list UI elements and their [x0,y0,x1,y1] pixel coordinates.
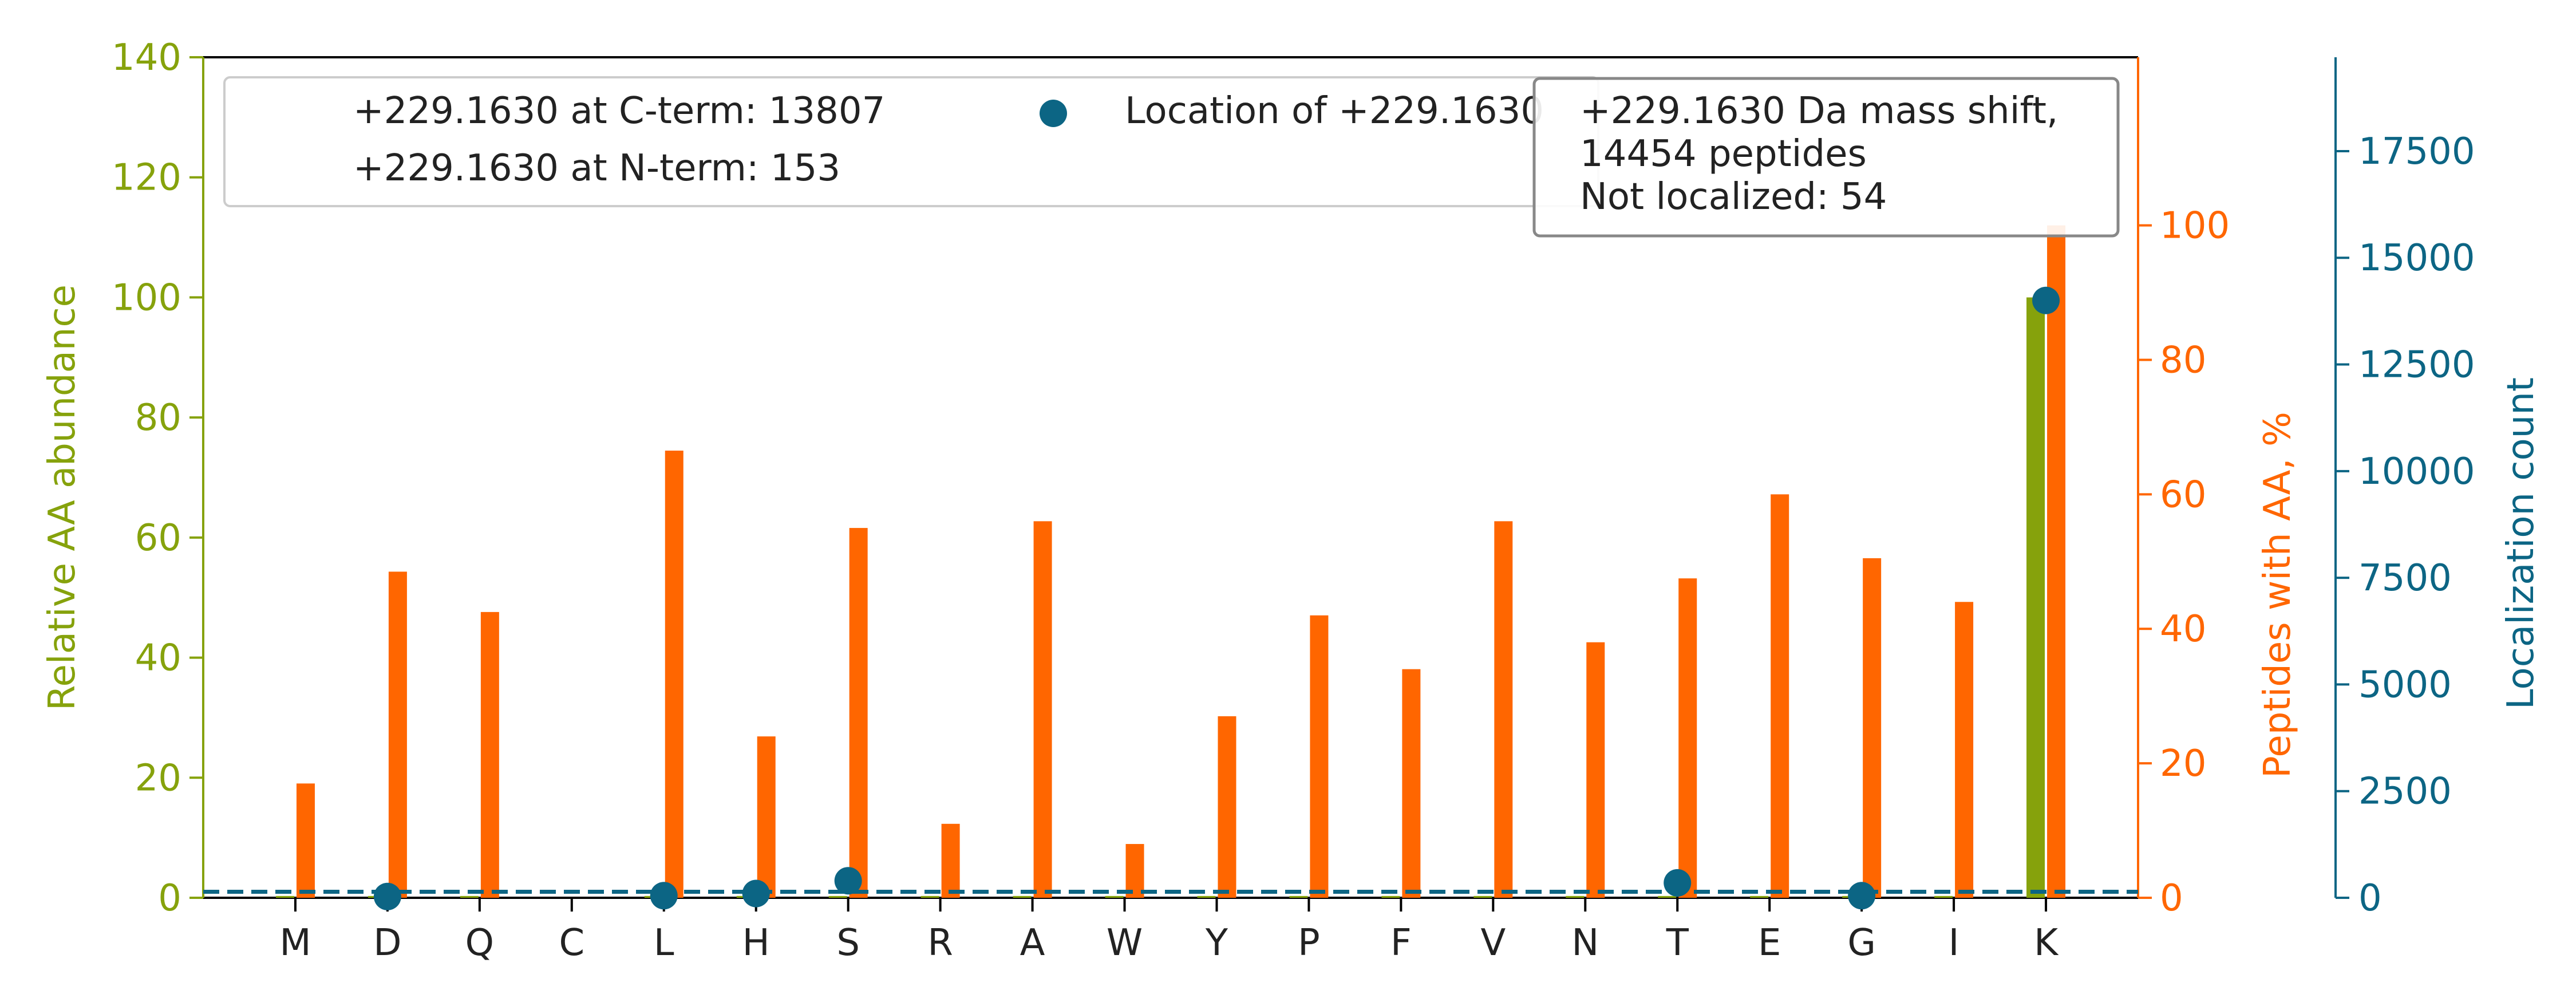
x-tick-label: L [654,922,674,964]
abundance-bar [460,896,479,898]
legend-entry: Location of +229.1630 [1125,90,1544,132]
legend-entry: +229.1630 at C-term: 13807 [353,90,885,132]
peptides-bar [296,783,315,898]
peptides-bar [941,823,960,898]
right2-y-tick-label: 0 [2358,877,2382,920]
x-tick-label: Q [465,922,494,964]
x-tick-label: G [1847,922,1876,964]
x-tick-label: N [1571,922,1599,964]
annotation-line: +229.1630 Da mass shift, [1580,90,2058,132]
left-y-tick-label: 120 [112,157,181,199]
peptides-bar [1678,578,1697,898]
right-y-tick-label: 80 [2160,339,2206,381]
x-tick-label: K [2034,922,2059,964]
peptides-bar [757,736,776,898]
peptides-bar [388,571,407,898]
x-tick-label: A [1020,922,1045,964]
x-tick-label: Y [1205,922,1228,964]
localization-point [2032,286,2060,314]
localization-point [1664,869,1692,897]
peptides-bar [1586,642,1605,898]
right-y-axis-title: Peptides with AA, % [2257,412,2299,778]
peptides-bar [1494,521,1513,898]
x-tick-label: I [1949,922,1959,964]
left-y-tick-label: 60 [135,517,181,559]
right-y-tick-label: 20 [2160,743,2206,785]
peptides-bar [1402,669,1421,898]
abundance-bar [1381,896,1400,898]
abundance-bar [2026,297,2045,898]
right2-y-axis-title: Localization count [2500,377,2542,709]
x-tick-label: W [1107,922,1143,964]
left-y-axis-title: Relative AA abundance [41,285,84,711]
abundance-bar [920,896,939,898]
x-tick-label: V [1480,922,1506,964]
abundance-bar [1658,896,1677,898]
left-y-tick-label: 0 [158,877,181,920]
right-y-tick-label: 40 [2160,608,2206,650]
peptides-bar [480,612,499,898]
right2-y-tick-label: 17500 [2358,131,2475,173]
abundance-bar [828,896,847,898]
x-tick-label: C [559,922,584,964]
peptides-bar [1771,494,1789,898]
peptides-bar [665,451,683,898]
peptides-bar [1310,615,1329,898]
x-tick-label: F [1390,922,1412,964]
peptides-bar [1218,716,1236,898]
peptides-bar [2047,225,2066,898]
right-y-tick-label: 0 [2160,877,2183,920]
abundance-bar [1289,896,1308,898]
right2-y-tick-label: 10000 [2358,451,2475,493]
localization-point [834,867,862,895]
peptides-bar [1955,602,1974,898]
x-tick-label: D [373,922,401,964]
annotation-line: Not localized: 54 [1580,176,1887,218]
x-tick-label: T [1666,922,1689,964]
right2-y-tick-label: 7500 [2358,557,2452,599]
right2-y-tick-label: 5000 [2358,664,2452,706]
abundance-bar [1934,896,1953,898]
legend-entry: +229.1630 at N-term: 153 [353,147,840,190]
legend-marker-location [1040,100,1067,127]
right2-y-tick-label: 2500 [2358,771,2452,813]
abundance-bar [1105,896,1124,898]
localization-point [742,879,770,908]
x-tick-label: P [1298,922,1320,964]
abundance-bar [1750,896,1769,898]
annotation-box [1532,77,2120,238]
x-tick-label: S [836,922,860,964]
right2-y-tick-label: 15000 [2358,237,2475,279]
peptides-bar [1125,844,1144,898]
left-y-tick-label: 40 [135,637,181,680]
localization-point [650,882,678,910]
abundance-bar [1197,896,1216,898]
annotation-line: 14454 peptides [1580,133,1867,175]
left-y-tick-label: 80 [135,397,181,439]
left-y-tick-label: 100 [112,277,181,319]
right-y-tick-label: 100 [2160,205,2230,247]
peptides-bar [1863,558,1882,898]
abundance-bar [1566,896,1585,898]
abundance-bar [1473,896,1492,898]
localization-point [373,882,401,910]
abundance-bar [275,896,294,898]
x-tick-label: H [742,922,770,964]
right2-y-tick-label: 12500 [2358,344,2475,386]
left-y-tick-label: 20 [135,757,181,799]
left-y-tick-label: 140 [112,37,181,79]
right-y-tick-label: 60 [2160,474,2206,516]
peptides-bar [1033,521,1052,898]
x-tick-label: R [927,922,953,964]
x-tick-label: E [1758,922,1781,964]
peptides-bar [849,528,868,898]
x-tick-label: M [279,922,311,964]
abundance-bar [1013,896,1032,898]
localization-point [1848,882,1876,910]
